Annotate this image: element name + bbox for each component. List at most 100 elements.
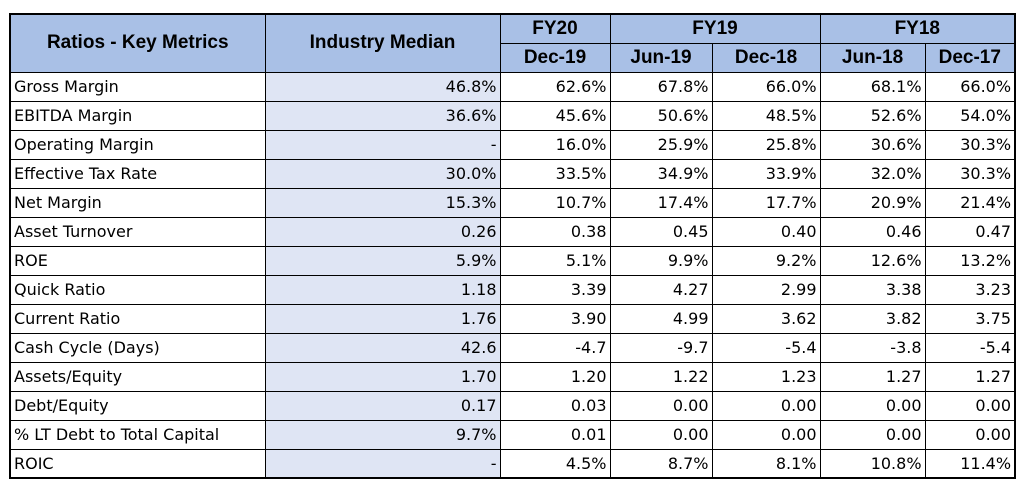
table-row: Net Margin 15.3% 10.7% 17.4% 17.7% 20.9% 21.4% <box>9 187 1017 218</box>
table-row: ROIC -4.5% 8.7% 8.1% 10.8% 11.4% <box>9 448 1017 479</box>
key-metrics-table: Ratios - Key Metrics Industry Median FY2… <box>9 13 1017 479</box>
metric-value-cell: -5.4 <box>711 332 821 363</box>
metric-label: Debt/Equity <box>9 390 266 421</box>
metric-value-cell: 4.27 <box>609 274 713 305</box>
metric-label: Gross Margin <box>9 71 266 102</box>
metric-value-cell: 1.27 <box>819 361 926 392</box>
table-row: Asset Turnover 0.26 0.38 0.45 0.40 0.46 0.47 <box>9 216 1017 247</box>
table-row: % LT Debt to Total Capital 9.7% 0.01 0.00 0.… <box>9 419 1017 450</box>
metric-label: Cash Cycle (Days) <box>9 332 266 363</box>
metric-value-cell: 3.39 <box>499 274 611 305</box>
median-column-header: Industry Median <box>264 13 501 73</box>
metric-value-cell: 54.0% <box>924 100 1017 131</box>
metric-label: Operating Margin <box>9 129 266 160</box>
metric-value-cell: 0.00 <box>711 390 821 421</box>
industry-median-cell: 36.6% <box>264 100 501 131</box>
metric-value-cell: 68.1% <box>819 71 926 102</box>
metric-value-cell: 0.38 <box>499 216 611 247</box>
industry-median-cell: 5.9% <box>264 245 501 276</box>
period-header: Jun-18 <box>819 42 926 73</box>
metric-value-cell: 3.90 <box>499 303 611 334</box>
industry-median-cell: 0.17 <box>264 390 501 421</box>
metric-value-cell: 3.23 <box>924 274 1017 305</box>
fiscal-year-header: FY18 <box>819 13 1017 44</box>
industry-median-cell: - <box>264 129 501 160</box>
metric-label: EBITDA Margin <box>9 100 266 131</box>
metric-value-cell: 48.5% <box>711 100 821 131</box>
table-row: Effective Tax Rate 30.0% 33.5% 34.9% 33.9% 32… <box>9 158 1017 189</box>
metric-value-cell: 33.9% <box>711 158 821 189</box>
metric-value-cell: 13.2% <box>924 245 1017 276</box>
metric-label: ROIC <box>9 448 266 479</box>
metric-value-cell: 4.99 <box>609 303 713 334</box>
metric-value-cell: 1.23 <box>711 361 821 392</box>
table-row: Assets/Equity 1.70 1.20 1.22 1.23 1.27 1.27 <box>9 361 1017 392</box>
metric-value-cell: -4.7 <box>499 332 611 363</box>
table-row: Debt/Equity 0.17 0.03 0.00 0.00 0.00 0.00 <box>9 390 1017 421</box>
period-header: Dec-17 <box>924 42 1017 73</box>
metric-label: Asset Turnover <box>9 216 266 247</box>
metric-value-cell: 3.62 <box>711 303 821 334</box>
metric-label: Quick Ratio <box>9 274 266 305</box>
industry-median-cell: 0.26 <box>264 216 501 247</box>
metric-value-cell: 25.9% <box>609 129 713 160</box>
period-header: Jun-19 <box>609 42 713 73</box>
metric-value-cell: 34.9% <box>609 158 713 189</box>
metric-value-cell: 0.00 <box>609 390 713 421</box>
metric-value-cell: 25.8% <box>711 129 821 160</box>
metric-value-cell: 62.6% <box>499 71 611 102</box>
metric-value-cell: 0.47 <box>924 216 1017 247</box>
metric-value-cell: 3.38 <box>819 274 926 305</box>
fiscal-year-header: FY20 <box>499 13 611 44</box>
metric-value-cell: 16.0% <box>499 129 611 160</box>
metric-label: Assets/Equity <box>9 361 266 392</box>
period-header: Dec-18 <box>711 42 821 73</box>
industry-median-cell: 30.0% <box>264 158 501 189</box>
metric-value-cell: 0.45 <box>609 216 713 247</box>
metric-value-cell: 2.99 <box>711 274 821 305</box>
metric-value-cell: 20.9% <box>819 187 926 218</box>
metric-value-cell: 0.40 <box>711 216 821 247</box>
metric-value-cell: 8.1% <box>711 448 821 479</box>
table-row: Current Ratio 1.76 3.90 4.99 3.62 3.82 3.75 <box>9 303 1017 334</box>
metric-value-cell: 5.1% <box>499 245 611 276</box>
metric-label: Current Ratio <box>9 303 266 334</box>
ratios-sheet: Ratios - Key Metrics Industry Median FY2… <box>9 13 1017 479</box>
metric-value-cell: 1.27 <box>924 361 1017 392</box>
table-header: Ratios - Key Metrics Industry Median FY2… <box>9 13 1017 73</box>
metric-value-cell: 33.5% <box>499 158 611 189</box>
metric-value-cell: 66.0% <box>711 71 821 102</box>
metric-value-cell: 11.4% <box>924 448 1017 479</box>
metric-value-cell: 52.6% <box>819 100 926 131</box>
metric-value-cell: 10.7% <box>499 187 611 218</box>
industry-median-cell: - <box>264 448 501 479</box>
industry-median-cell: 1.18 <box>264 274 501 305</box>
metric-value-cell: 0.00 <box>819 390 926 421</box>
metric-value-cell: 0.00 <box>609 419 713 450</box>
metric-label: Net Margin <box>9 187 266 218</box>
metric-value-cell: 9.9% <box>609 245 713 276</box>
industry-median-cell: 42.6 <box>264 332 501 363</box>
metric-value-cell: 32.0% <box>819 158 926 189</box>
table-body: Gross Margin 46.8% 62.6% 67.8% 66.0% 68.1% 66.… <box>9 71 1017 479</box>
table-row: ROE 5.9% 5.1% 9.9% 9.2% 12.6% 13.2% <box>9 245 1017 276</box>
table-row: Quick Ratio 1.18 3.39 4.27 2.99 3.38 3.23 <box>9 274 1017 305</box>
metric-label: ROE <box>9 245 266 276</box>
metric-value-cell: 0.46 <box>819 216 926 247</box>
metric-value-cell: 12.6% <box>819 245 926 276</box>
industry-median-cell: 1.76 <box>264 303 501 334</box>
fiscal-year-header: FY19 <box>609 13 821 44</box>
metric-value-cell: -3.8 <box>819 332 926 363</box>
metric-value-cell: 67.8% <box>609 71 713 102</box>
metric-value-cell: 30.3% <box>924 158 1017 189</box>
metric-value-cell: 4.5% <box>499 448 611 479</box>
metric-value-cell: 0.03 <box>499 390 611 421</box>
metric-label: % LT Debt to Total Capital <box>9 419 266 450</box>
table-row: Cash Cycle (Days) 42.6 -4.7 -9.7 -5.4 -3.8 -5.… <box>9 332 1017 363</box>
industry-median-cell: 15.3% <box>264 187 501 218</box>
metric-value-cell: 21.4% <box>924 187 1017 218</box>
metric-value-cell: 1.22 <box>609 361 713 392</box>
table-row: EBITDA Margin 36.6% 45.6% 50.6% 48.5% 52.6% 54… <box>9 100 1017 131</box>
metric-value-cell: 66.0% <box>924 71 1017 102</box>
metric-value-cell: 8.7% <box>609 448 713 479</box>
